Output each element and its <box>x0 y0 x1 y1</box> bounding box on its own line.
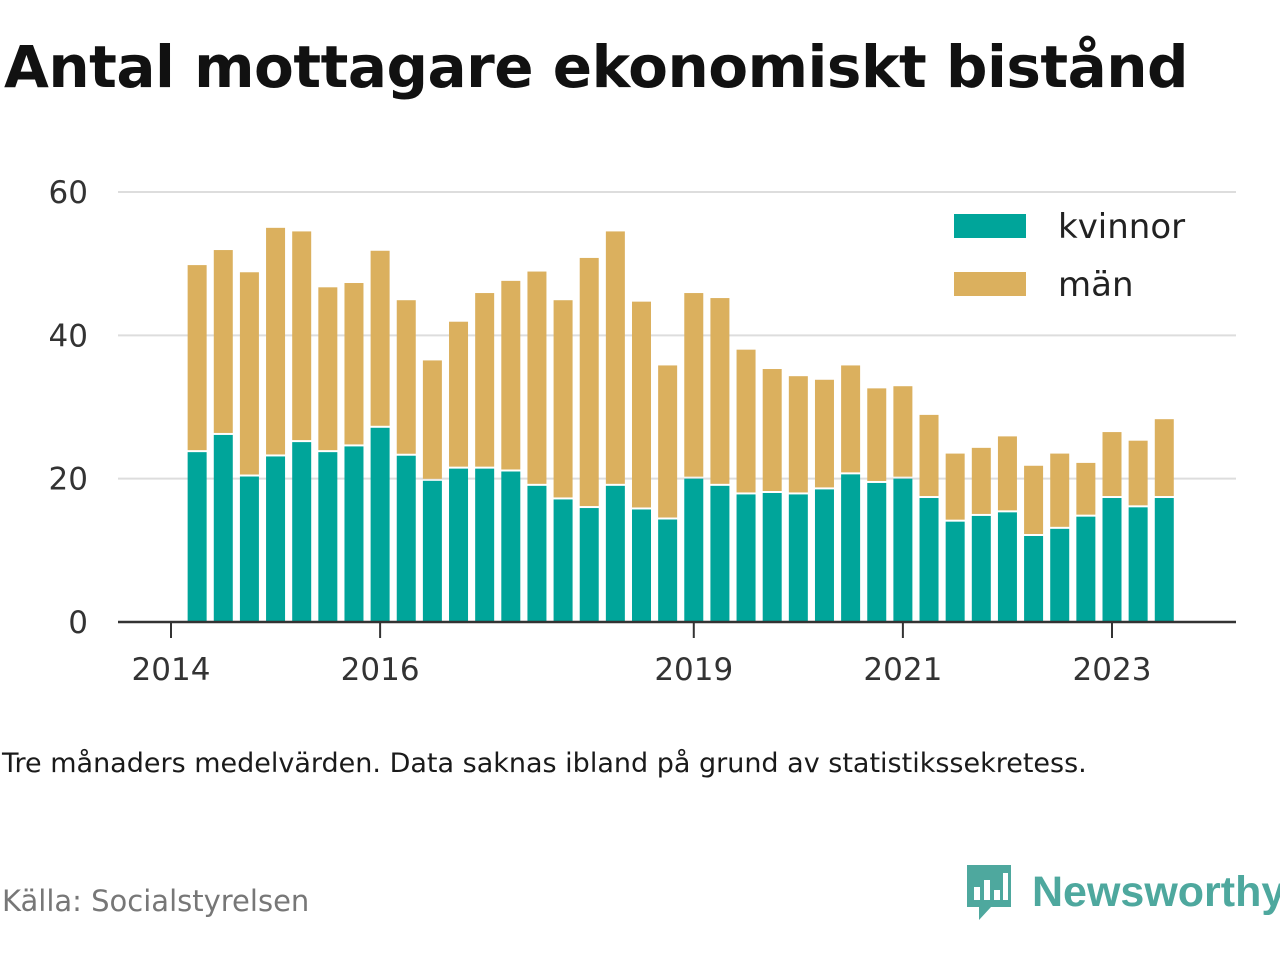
bar-kvinnor <box>370 427 390 622</box>
bar-kvinnor <box>1128 507 1148 622</box>
x-tick-label: 2014 <box>132 652 211 688</box>
x-tick-label: 2016 <box>341 652 420 688</box>
bar-kvinnor <box>527 485 547 622</box>
bar-man <box>422 360 442 479</box>
bar-kvinnor <box>788 494 808 622</box>
bar-kvinnor <box>579 508 599 622</box>
bar-kvinnor <box>867 482 887 622</box>
bar-kvinnor <box>814 489 834 622</box>
brand-name: Newsworthy <box>1032 867 1280 916</box>
bar-kvinnor <box>1154 498 1174 622</box>
bar-man <box>1102 432 1122 497</box>
bar-kvinnor <box>710 485 730 622</box>
bar-kvinnor <box>1050 528 1070 622</box>
bar-man <box>579 257 599 507</box>
axes: 0 20 40 60 2014 2016 2019 2021 2023 <box>49 175 1236 688</box>
bar-kvinnor <box>841 474 861 622</box>
chart-note: Tre månaders medelvärden. Data saknas ib… <box>2 748 1087 779</box>
bar-man <box>1050 453 1070 527</box>
bar-kvinnor <box>971 515 991 622</box>
bar-man <box>475 293 495 467</box>
bar-kvinnor <box>919 498 939 622</box>
bar-kvinnor <box>632 509 651 622</box>
bar-kvinnor <box>553 499 573 622</box>
bar-kvinnor <box>187 452 207 622</box>
bar-man <box>501 280 521 470</box>
bar-kvinnor <box>762 493 782 622</box>
bar-kvinnor <box>893 478 913 622</box>
brand-logo[interactable]: Newsworthy <box>964 862 1280 922</box>
bar-man <box>919 414 939 497</box>
bar-man <box>632 301 651 508</box>
chart-plot: 0 20 40 60 2014 2016 2019 2021 2023 kvinnor män <box>49 175 1236 688</box>
legend: kvinnor män <box>954 207 1185 305</box>
bar-man <box>239 272 259 475</box>
bar-man <box>1154 419 1174 497</box>
bar-kvinnor <box>396 455 416 622</box>
bar-man <box>997 436 1017 511</box>
bar-man <box>945 453 965 520</box>
bar-man <box>658 365 678 518</box>
bar-man <box>370 250 390 426</box>
bar-man <box>893 386 913 477</box>
bar-kvinnor <box>997 512 1017 622</box>
bar-man <box>527 271 547 484</box>
bar-kvinnor <box>501 471 521 622</box>
legend-kvinnor-swatch <box>954 214 1026 238</box>
bar-kvinnor <box>266 456 286 622</box>
bar-man <box>187 265 207 451</box>
y-tick-label: 0 <box>68 605 88 641</box>
bar-man <box>710 298 730 484</box>
bar-man <box>867 388 887 481</box>
bar-man <box>736 349 756 493</box>
bar-kvinnor <box>239 476 259 622</box>
bar-kvinnor <box>422 480 442 622</box>
x-tick-label: 2023 <box>1073 652 1152 688</box>
bar-man <box>318 287 338 451</box>
bar-man <box>814 379 834 488</box>
bar-kvinnor <box>213 434 233 622</box>
bar-kvinnor <box>736 494 756 622</box>
bars <box>187 227 1174 622</box>
bar-man <box>971 447 991 514</box>
legend-man-label: män <box>1058 265 1134 305</box>
bar-man <box>841 365 861 473</box>
y-tick-label: 60 <box>49 175 88 211</box>
x-tick-label: 2021 <box>863 652 942 688</box>
legend-kvinnor-label: kvinnor <box>1058 207 1185 247</box>
y-tick-label: 40 <box>49 318 88 354</box>
legend-man-swatch <box>954 272 1026 296</box>
bar-man <box>684 293 704 477</box>
bar-kvinnor <box>292 442 312 622</box>
y-tick-label: 20 <box>49 462 88 498</box>
bar-man <box>605 231 625 484</box>
bar-man <box>449 321 469 467</box>
bar-kvinnor <box>1076 516 1096 622</box>
bar-kvinnor <box>605 485 625 622</box>
bar-man <box>292 231 312 441</box>
bar-kvinnor <box>449 468 469 622</box>
bar-man <box>1024 465 1044 534</box>
bar-man <box>1128 440 1148 506</box>
bar-man <box>396 300 416 454</box>
bar-man <box>213 250 233 433</box>
source-text: Källa: Socialstyrelsen <box>2 884 310 918</box>
bar-kvinnor <box>945 521 965 622</box>
x-tick-label: 2019 <box>654 652 733 688</box>
bar-kvinnor <box>318 452 338 622</box>
bar-man <box>553 300 573 498</box>
bar-man <box>788 376 808 493</box>
bar-kvinnor <box>344 446 364 622</box>
bar-kvinnor <box>1102 498 1122 622</box>
newsworthy-logo-icon <box>967 865 1011 920</box>
bar-kvinnor <box>475 468 495 622</box>
bar-kvinnor <box>1024 536 1044 622</box>
chart-title: Antal mottagare ekonomiskt bistånd <box>4 33 1189 101</box>
bar-kvinnor <box>684 478 704 622</box>
bar-man <box>266 227 286 455</box>
bar-kvinnor <box>658 519 678 622</box>
bar-man <box>1076 462 1096 515</box>
bar-man <box>762 369 782 491</box>
bar-man <box>344 283 364 445</box>
